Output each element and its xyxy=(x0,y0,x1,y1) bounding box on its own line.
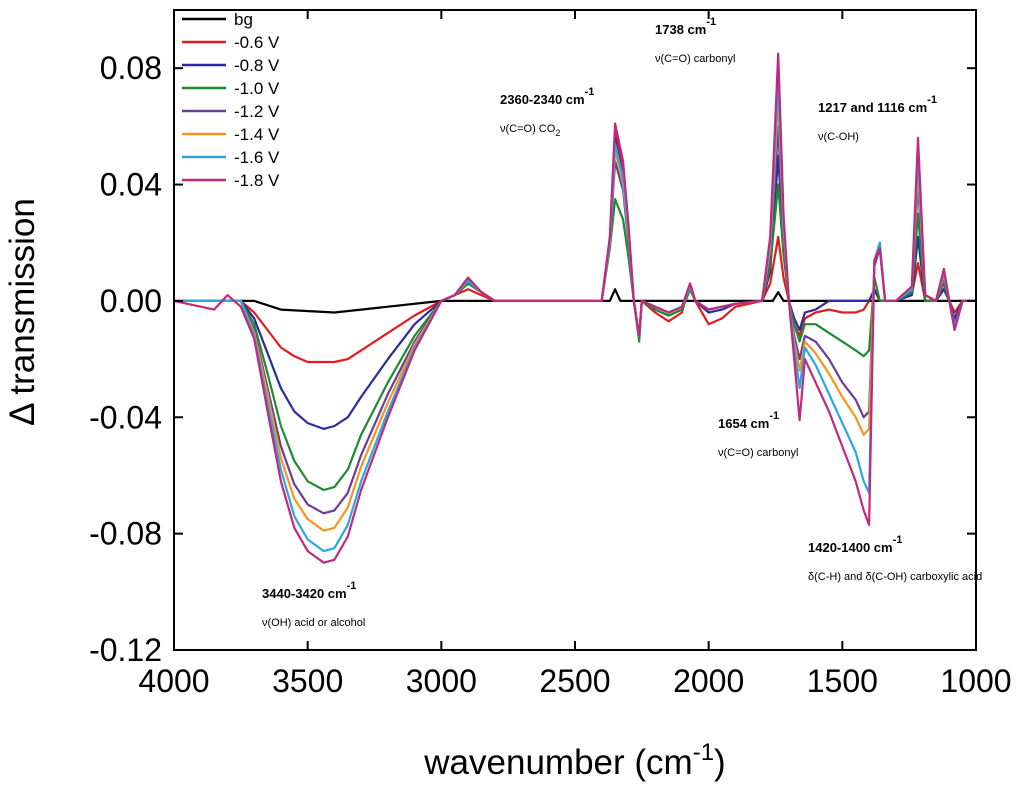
annotations: 2360-2340 cm-1 ν(C=O) CO2 1738 cm-1 ν(C=O) … xyxy=(262,16,982,629)
y-axis-title: Δ transmission xyxy=(3,198,42,426)
x-axis-title-main: wavenumber (cm xyxy=(423,743,692,782)
x-tick-label: 3500 xyxy=(272,663,343,699)
x-tick-label: 1500 xyxy=(807,663,878,699)
y-tick-label: 0.04 xyxy=(100,167,162,203)
series-line-3 xyxy=(174,183,976,492)
annotation-oh-3440-assignment: ν(OH) acid or alcohol xyxy=(262,617,365,629)
x-tick-label: 2500 xyxy=(539,663,610,699)
x-tick-label: 3000 xyxy=(406,663,477,699)
legend-label: -0.8 V xyxy=(234,56,280,75)
x-axis-title-sup: -1 xyxy=(693,739,714,766)
series-line-0 xyxy=(174,288,976,314)
legend-label: -1.4 V xyxy=(234,125,280,144)
x-axis-title-close: ) xyxy=(714,743,726,782)
legend-label: bg xyxy=(234,10,253,29)
legend-label: -1.6 V xyxy=(234,148,280,167)
series-line-7 xyxy=(173,52,976,564)
annotation-oh-3440-title: 3440-3420 cm-1 xyxy=(262,580,356,601)
annotation-co2-title: 2360-2340 cm-1 xyxy=(500,86,594,107)
annotation-coh-1217-assignment: ν(C-OH) xyxy=(818,131,859,143)
annotation-carbonyl-1738-assignment: ν(C=O) carbonyl xyxy=(655,53,735,65)
series-line-2 xyxy=(174,136,976,430)
annotation-carbonyl-1654-assignment: ν(C=O) carbonyl xyxy=(718,447,798,459)
y-tick-label: 0.08 xyxy=(100,50,162,86)
annotation-coh-1217-title: 1217 and 1116 cm-1 xyxy=(818,94,937,115)
annotation-carboxylic-1420-assignment: δ(C-H) and δ(C-OH) carboxylic acid xyxy=(808,571,982,583)
x-tick-label: 4000 xyxy=(138,663,209,699)
y-tick-label: -0.12 xyxy=(89,632,162,668)
x-axis-title: wavenumber (cm-1) xyxy=(423,739,725,782)
series-line-1 xyxy=(174,131,976,364)
annotation-co2-assignment: ν(C=O) CO2 xyxy=(500,123,560,138)
y-tick-label: -0.04 xyxy=(89,399,162,435)
legend-label: -1.0 V xyxy=(234,79,280,98)
legend-label: -1.8 V xyxy=(234,171,280,190)
y-tick-label: 0.00 xyxy=(100,283,162,319)
series-line-5 xyxy=(174,96,976,532)
legend-label: -1.2 V xyxy=(234,102,280,121)
x-tick-label: 1000 xyxy=(940,663,1011,699)
axis-ticks: 4000 3500 3000 2500 2000 1500 1000 0.08 0.04 0.00… xyxy=(89,10,1012,699)
series-layer xyxy=(173,52,976,564)
y-tick-label: -0.08 xyxy=(89,516,162,552)
legend-label: -0.6 V xyxy=(234,33,280,52)
x-tick-label: 2000 xyxy=(673,663,744,699)
legend: bg -0.6 V -0.8 V -1.0 V -1.2 V -1.4 V -1.6 V -1… xyxy=(182,10,280,190)
annotation-carboxylic-1420-title: 1420-1400 cm-1 xyxy=(808,534,902,555)
annotation-carbonyl-1654-title: 1654 cm-1 xyxy=(718,410,779,431)
annotation-carbonyl-1738-title: 1738 cm-1 xyxy=(655,16,716,37)
